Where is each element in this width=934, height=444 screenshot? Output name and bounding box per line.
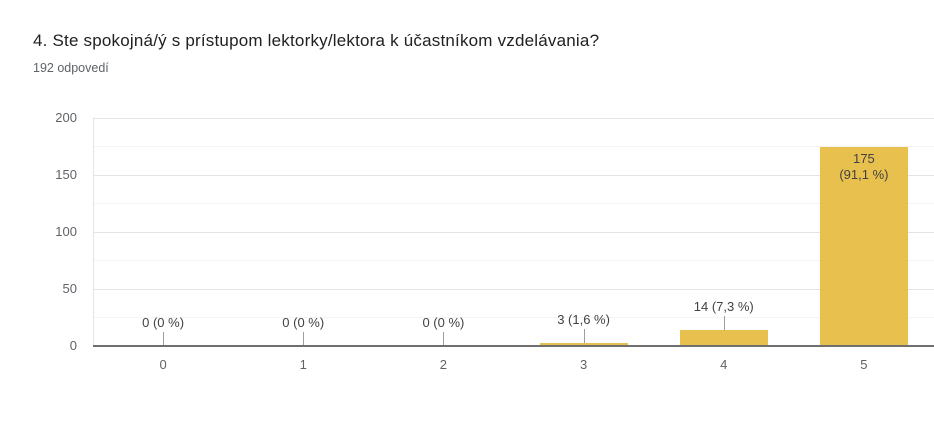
- gridline-major: [93, 288, 934, 290]
- x-axis-line: [93, 345, 934, 347]
- bar-value-label: 175 (91,1 %): [839, 150, 889, 182]
- y-tick-label: 0: [69, 338, 77, 353]
- x-tick-label: 4: [720, 357, 728, 372]
- gridline-major: [93, 174, 934, 176]
- bar-leader-line: [443, 332, 445, 346]
- x-tick-label: 0: [159, 357, 167, 372]
- x-tick-label: 1: [299, 357, 307, 372]
- x-tick-label: 2: [439, 357, 448, 372]
- y-tick-label: 200: [55, 110, 77, 125]
- gridline-minor: [93, 146, 934, 147]
- plot-left-border: [93, 118, 94, 346]
- bar: [539, 342, 628, 346]
- gridline-minor: [93, 260, 934, 261]
- gridline-major: [93, 117, 934, 119]
- question-title: 4. Ste spokojná/ý s prístupom lektorky/l…: [33, 31, 600, 50]
- gridline-minor: [93, 317, 934, 318]
- bar-value-label: 0 (0 %): [142, 315, 185, 330]
- y-tick-label: 50: [62, 281, 77, 296]
- response-count: 192 odpovedí: [33, 61, 109, 75]
- bar-value-label: 0 (0 %): [422, 315, 465, 330]
- bar-value-label: 0 (0 %): [282, 315, 325, 330]
- x-tick-label: 3: [579, 357, 588, 372]
- bar: [819, 146, 908, 346]
- bar-leader-line: [303, 332, 305, 346]
- bar-leader-line: [163, 332, 165, 346]
- bar: [679, 330, 768, 346]
- gridline-minor: [93, 203, 934, 204]
- gridline-major: [93, 231, 934, 233]
- bar-leader-line: [583, 328, 585, 343]
- y-tick-label: 100: [55, 224, 77, 239]
- x-tick-label: 5: [860, 357, 868, 372]
- bar-value-label: 14 (7,3 %): [693, 299, 754, 315]
- y-tick-label: 150: [55, 167, 77, 182]
- bar-leader-line: [723, 316, 725, 331]
- bar-value-label: 3 (1,6 %): [557, 311, 610, 327]
